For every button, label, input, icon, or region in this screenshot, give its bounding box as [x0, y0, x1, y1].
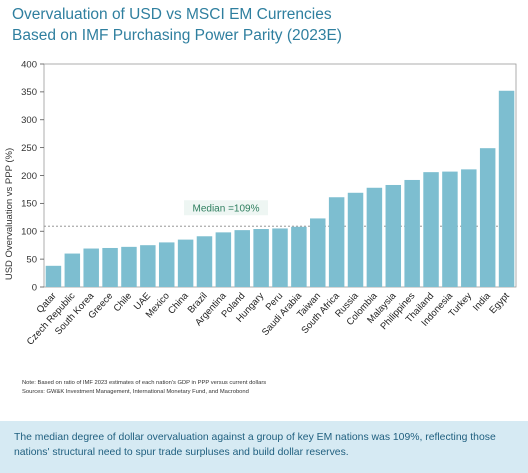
bar [83, 248, 99, 287]
y-tick-label: 200 [21, 171, 37, 182]
bar [64, 253, 81, 287]
bar [347, 192, 364, 287]
bar [272, 228, 288, 287]
bar [328, 197, 345, 287]
y-tick-label: 400 [21, 59, 37, 70]
note-text: Note: Based on ratio of IMF 2023 estimat… [22, 380, 267, 386]
bar [385, 184, 402, 287]
chart-notes: Note: Based on ratio of IMF 2023 estimat… [22, 379, 512, 397]
bar [291, 226, 307, 287]
bar [177, 239, 194, 287]
y-axis: 0 50 100 150 200 250 300 350 400 [21, 59, 44, 293]
y-tick-label: 100 [21, 227, 37, 238]
bar [121, 246, 137, 287]
y-tick-label: 250 [21, 143, 37, 154]
bars [45, 90, 515, 287]
bar [215, 232, 232, 287]
summary-box: The median degree of dollar overvaluatio… [0, 421, 528, 473]
x-tick-label: China [166, 290, 191, 316]
y-tick-label: 300 [21, 115, 37, 126]
bar [423, 172, 439, 287]
y-tick-label: 350 [21, 87, 37, 98]
sources-text: Sources: GW&K Investment Management, Int… [22, 389, 249, 395]
bar [253, 229, 269, 287]
chart-title-line2: Based on IMF Purchasing Power Parity (20… [12, 27, 342, 44]
chart-title-line1: Overvaluation of USD vs MSCI EM Currenci… [12, 6, 332, 23]
y-tick-label: 150 [21, 199, 37, 210]
bar [366, 187, 383, 287]
bar [404, 179, 420, 287]
bar [196, 236, 213, 287]
bar [158, 242, 175, 287]
x-tick-label: Chile [112, 291, 135, 314]
summary-text: The median degree of dollar overvaluatio… [14, 432, 496, 458]
median-label: Median =109% [193, 204, 260, 215]
y-tick-label: 50 [26, 254, 37, 265]
bar [310, 218, 326, 287]
chart-title: Overvaluation of USD vs MSCI EM Currenci… [12, 4, 512, 46]
x-tick-label: Egypt [487, 290, 512, 316]
bar [234, 230, 250, 287]
bar [45, 265, 62, 287]
bar-chart: 0 50 100 150 200 250 300 350 400 Median =109% Qa… [4, 59, 517, 347]
bar [479, 148, 496, 287]
bar [442, 171, 458, 287]
bar [461, 169, 477, 287]
y-tick-label: 0 [32, 282, 37, 293]
bar [140, 245, 156, 287]
bar [102, 247, 118, 287]
y-axis-label: USD Overvaluation vs PPP (%) [4, 148, 15, 280]
median-label-bg [184, 200, 268, 216]
bar [498, 90, 515, 287]
